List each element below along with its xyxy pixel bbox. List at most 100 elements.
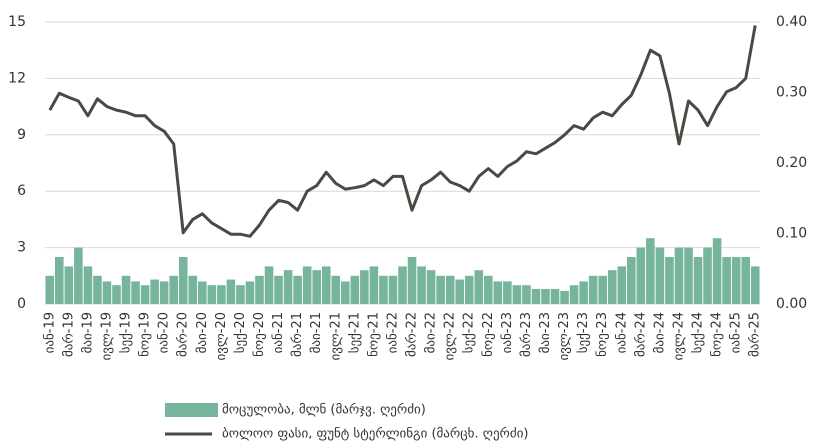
volume-bar — [750, 266, 760, 304]
volume-bar — [522, 285, 531, 304]
x-tick-label: მარ-22 — [405, 312, 420, 357]
volume-bar — [169, 275, 178, 304]
volume-bar — [83, 266, 93, 304]
volume-bar — [341, 281, 350, 304]
volume-bar — [464, 275, 474, 304]
volume-bar — [112, 285, 121, 304]
y-tick-label: 9 — [17, 127, 26, 143]
volume-bar — [503, 281, 512, 304]
y2-tick-label: 0.40 — [776, 14, 807, 30]
volume-bar — [484, 275, 493, 304]
volume-bar — [217, 285, 226, 304]
volume-bar — [55, 257, 64, 304]
volume-bar — [436, 275, 445, 304]
volume-bar — [474, 270, 484, 304]
x-tick-label: ნოე-20 — [252, 312, 267, 357]
x-tick-label: მაი-24 — [652, 312, 667, 353]
x-tick-label: იან-24 — [614, 312, 629, 353]
y2-tick-label: 0.10 — [776, 226, 807, 242]
volume-bar — [369, 266, 379, 304]
x-tick-label: მარ-21 — [290, 312, 305, 357]
volume-bar — [245, 281, 255, 304]
volume-bar — [255, 275, 264, 304]
y2-tick-label: 0.20 — [776, 155, 807, 171]
y-tick-label: 12 — [8, 70, 26, 86]
volume-bar — [274, 275, 283, 304]
volume-bar — [455, 279, 464, 304]
volume-bar — [93, 275, 102, 304]
volume-bar — [188, 275, 198, 304]
x-tick-label: მარ-19 — [61, 312, 76, 357]
volume-bar — [512, 285, 522, 304]
x-tick-label: მაი-19 — [80, 312, 95, 353]
volume-bar — [617, 266, 627, 304]
volume-bar — [636, 247, 646, 304]
x-tick-label: მარ-20 — [176, 312, 191, 357]
x-tick-label: იან-19 — [42, 312, 57, 353]
volume-bar — [722, 257, 731, 304]
x-tick-label: მაი-20 — [195, 312, 210, 353]
y-tick-label: 3 — [17, 240, 26, 256]
volume-bar — [731, 257, 741, 304]
volume-bar — [426, 270, 436, 304]
volume-bar — [703, 247, 712, 304]
volume-bar — [312, 270, 321, 304]
x-tick-label: ივლ-19 — [99, 312, 114, 360]
volume-bar — [64, 266, 74, 304]
x-tick-label: ივლ-23 — [557, 312, 572, 360]
volume-bar — [684, 247, 693, 304]
volume-bar — [331, 275, 341, 304]
x-tick-label: ნოე-23 — [595, 312, 610, 357]
x-tick-label: იან-22 — [385, 312, 400, 353]
x-tick-label: მარ-23 — [519, 312, 534, 357]
volume-bar — [293, 275, 302, 304]
volume-bar — [493, 281, 503, 304]
x-tick-label: იან-20 — [157, 312, 172, 353]
volume-bar — [407, 257, 417, 304]
volume-bar — [741, 257, 750, 304]
volume-bar — [665, 257, 674, 304]
volume-bar — [150, 279, 159, 304]
x-tick-label: მარ-25 — [748, 312, 763, 357]
x-tick-label: ივლ-22 — [443, 312, 458, 360]
volume-bar — [121, 275, 131, 304]
x-tick-label: ნოე-24 — [710, 312, 725, 357]
volume-bar — [646, 238, 655, 304]
volume-bar — [236, 285, 245, 304]
y-tick-label: 6 — [17, 183, 26, 199]
x-tick-label: მაი-22 — [424, 312, 439, 353]
x-tick-label: იან-23 — [500, 312, 515, 353]
volume-bar — [321, 266, 331, 304]
volume-bar — [379, 275, 388, 304]
volume-bar — [302, 266, 312, 304]
x-tick-label: ივლ-20 — [214, 312, 229, 360]
x-tick-label: ნოე-21 — [366, 312, 381, 357]
volume-bar — [102, 281, 112, 304]
volume-bar — [74, 247, 83, 304]
volume-bar — [417, 266, 426, 304]
x-tick-label: სექ-24 — [691, 312, 706, 353]
volume-bar — [178, 257, 188, 304]
x-tick-label: ნოე-22 — [481, 312, 496, 357]
volume-bar — [283, 270, 293, 304]
y2-tick-label: 0.00 — [776, 296, 807, 312]
y-tick-label: 0 — [17, 296, 26, 312]
y-tick-label: 15 — [8, 14, 26, 30]
x-tick-label: მაი-23 — [538, 312, 553, 353]
volume-bar — [598, 275, 607, 304]
volume-bar — [398, 266, 407, 304]
volume-bar — [560, 290, 569, 304]
volume-bar — [531, 288, 541, 304]
volume-bar — [550, 288, 560, 304]
volume-bar — [388, 275, 398, 304]
volume-bar — [588, 275, 598, 304]
legend-swatch — [165, 403, 218, 417]
volume-bar — [45, 275, 55, 304]
volume-bar — [360, 270, 369, 304]
x-tick-label: სექ-22 — [462, 312, 477, 353]
y2-tick-label: 0.30 — [776, 85, 807, 101]
x-tick-label: იან-21 — [271, 312, 286, 353]
price-line — [48, 25, 757, 238]
volume-bar — [579, 281, 588, 304]
